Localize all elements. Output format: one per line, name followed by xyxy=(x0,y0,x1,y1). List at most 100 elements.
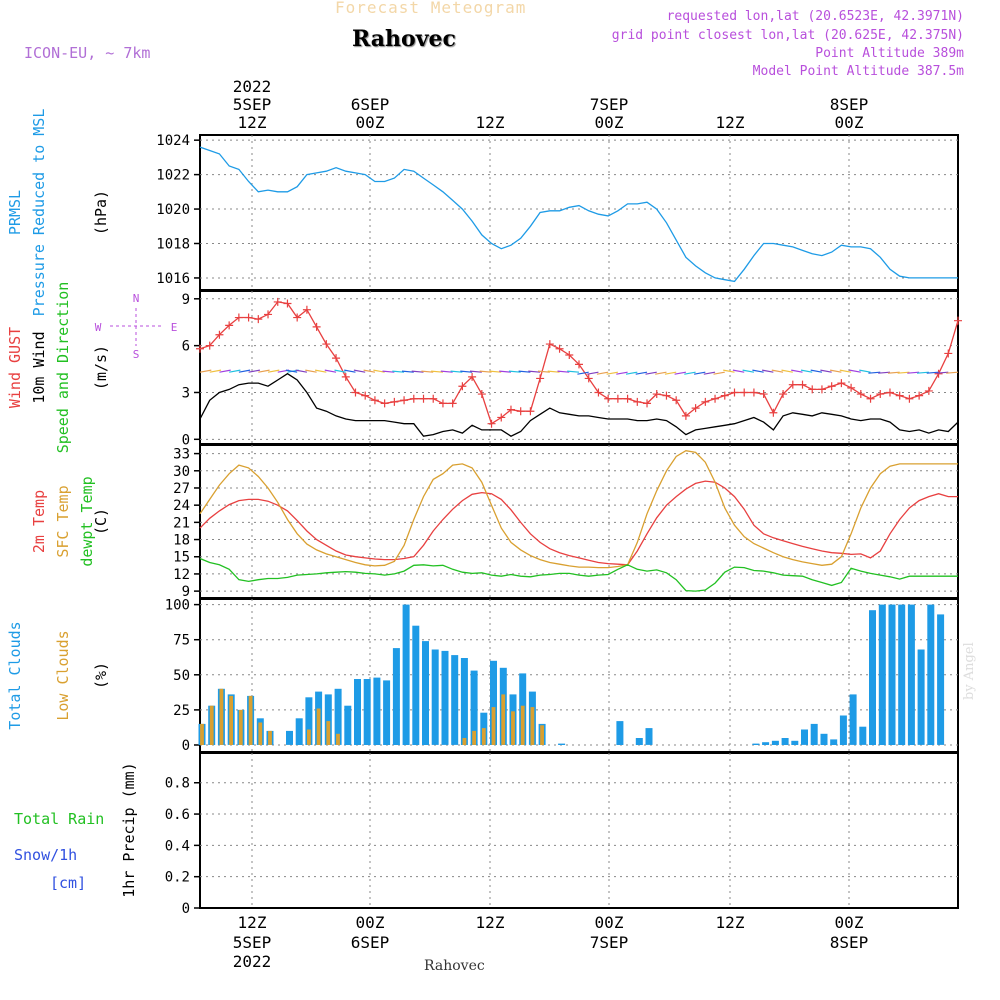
gust-marker xyxy=(215,330,224,339)
total-cloud-bar xyxy=(898,604,906,745)
gust-marker xyxy=(205,341,214,350)
wind-arrow xyxy=(314,369,327,373)
compass-e: E xyxy=(171,321,178,334)
gust-marker xyxy=(487,419,496,428)
gust-marker xyxy=(244,313,253,322)
gust-marker xyxy=(254,315,263,324)
wind-arrow xyxy=(373,369,385,373)
total-cloud-bar xyxy=(558,743,566,745)
gust-marker xyxy=(798,380,807,389)
gust-marker xyxy=(545,340,554,349)
wind-arrow xyxy=(518,370,531,373)
wind-arrow xyxy=(645,371,657,375)
gust-marker xyxy=(749,388,758,397)
ytick-label-2-3: 18 xyxy=(173,533,190,549)
wind-arrow xyxy=(392,370,405,373)
gust-marker xyxy=(856,390,865,399)
unit-4: 1hr Precip (mm) xyxy=(120,762,138,897)
wind-arrow xyxy=(547,370,560,373)
total-cloud-bar xyxy=(422,641,429,745)
grid-point: grid point closest lon,lat (20.625E, 42.… xyxy=(611,28,964,43)
gust-marker xyxy=(332,354,341,363)
wind-arrow xyxy=(635,371,648,375)
wind-arrow xyxy=(411,370,424,373)
gust-marker xyxy=(740,388,749,397)
ylabel-0-0: PRMSL xyxy=(6,190,24,235)
gust-marker xyxy=(526,407,535,416)
wind-arrow xyxy=(761,369,774,373)
gust-marker xyxy=(643,399,652,408)
model-altitude: Model Point Altitude 387.5m xyxy=(752,64,964,79)
wind-arrow xyxy=(587,371,599,375)
wind-arrow xyxy=(897,371,910,374)
gust-marker xyxy=(808,385,817,394)
gust-marker xyxy=(516,407,525,416)
time-bottom-hour-4: 12Z xyxy=(716,913,745,932)
gust-marker xyxy=(915,391,924,400)
low-cloud-bar xyxy=(229,695,233,745)
ytick-label-3-0: 0 xyxy=(182,738,190,754)
unit-0: (hPa) xyxy=(92,190,110,235)
gust-marker xyxy=(497,413,506,422)
wind-arrow xyxy=(295,369,308,373)
wind-arrow xyxy=(606,371,618,375)
ytick-label-4-2: 0.4 xyxy=(165,838,190,854)
gust-marker xyxy=(604,394,613,403)
gust-marker xyxy=(400,396,409,405)
total-cloud-bar xyxy=(762,742,770,745)
gust-marker xyxy=(924,386,933,395)
gust-marker xyxy=(341,372,350,381)
ytick-label-2-4: 21 xyxy=(173,515,190,531)
ylabel-0-1: Pressure Reduced to MSL xyxy=(30,109,48,317)
gust-marker xyxy=(711,394,720,403)
total-cloud-bar xyxy=(470,670,478,745)
low-cloud-bar xyxy=(248,695,253,745)
gust-marker xyxy=(429,394,438,403)
wind-arrow xyxy=(421,370,434,373)
gust-marker xyxy=(954,316,962,325)
ytick-label-2-5: 24 xyxy=(173,498,190,514)
wind-arrow xyxy=(781,369,793,373)
wind-arrow xyxy=(878,371,891,374)
gust-marker xyxy=(779,390,788,399)
unit-3: (%) xyxy=(92,662,110,689)
wind-arrow xyxy=(199,369,212,373)
series-line-dewpt-temp xyxy=(199,557,958,592)
gust-marker xyxy=(438,399,447,408)
total-cloud-bar xyxy=(791,740,799,745)
ytick-label-2-1: 12 xyxy=(173,567,190,583)
gust-marker xyxy=(623,394,632,403)
ytick-label-4-4: 0.8 xyxy=(165,776,190,792)
low-cloud-bar xyxy=(238,709,243,745)
low-cloud-bar xyxy=(481,728,486,745)
wind-arrow xyxy=(791,369,803,373)
total-cloud-bar xyxy=(305,697,313,745)
wind-arrow xyxy=(664,371,677,375)
panel-frame-4 xyxy=(199,752,959,909)
gust-marker xyxy=(283,299,292,308)
low-cloud-bar xyxy=(472,730,476,745)
total-cloud-bar xyxy=(373,677,381,745)
gust-marker xyxy=(885,388,894,397)
time-top-day-0: 5SEP xyxy=(233,95,272,114)
ytick-label-2-2: 15 xyxy=(173,550,190,566)
requested-point: requested lon,lat (20.6523E, 42.3971N) xyxy=(666,9,964,24)
total-cloud-bar xyxy=(810,723,818,745)
wind-arrow xyxy=(209,369,222,373)
gust-marker xyxy=(613,394,622,403)
gust-marker xyxy=(594,388,603,397)
legend-2: [cm] xyxy=(50,874,86,892)
total-cloud-bar xyxy=(334,688,342,745)
total-cloud-bar xyxy=(460,658,468,745)
wind-arrow xyxy=(693,371,706,375)
low-cloud-bar xyxy=(307,729,311,745)
total-cloud-bar xyxy=(752,743,760,745)
gust-marker xyxy=(477,390,486,399)
wind-arrow xyxy=(655,371,667,375)
low-cloud-bar xyxy=(520,705,525,745)
series-line-sfc-temp xyxy=(199,450,958,569)
gust-marker xyxy=(730,388,739,397)
low-cloud-bar xyxy=(540,725,544,745)
total-cloud-bar xyxy=(441,650,449,745)
low-cloud-bar xyxy=(530,707,535,745)
